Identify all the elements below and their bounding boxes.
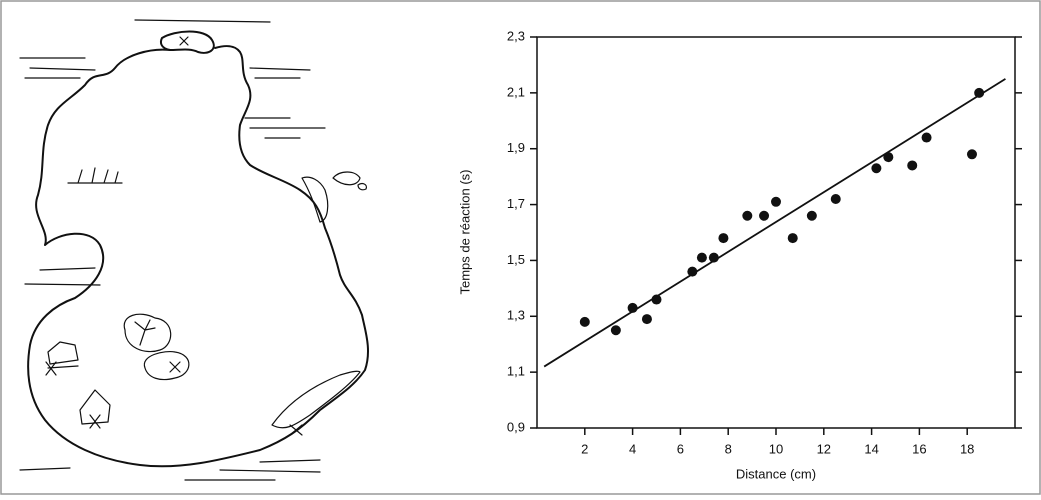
y-axis-label: Temps de réaction (s): [457, 170, 472, 295]
data-point: [718, 233, 729, 244]
trend-line: [543, 78, 1006, 368]
data-point: [687, 266, 698, 277]
data-point: [883, 152, 894, 163]
y-tick-label: 0,9: [507, 419, 525, 434]
data-point: [771, 196, 781, 207]
y-tick-label: 1,1: [507, 364, 525, 379]
data-point: [696, 252, 707, 263]
y-tick-label: 1,7: [507, 196, 525, 211]
data-point: [787, 233, 798, 244]
x-tick-label: 14: [864, 441, 878, 456]
data-point: [742, 210, 753, 221]
x-tick-label: 4: [629, 441, 636, 456]
data-point: [966, 149, 977, 160]
data-point: [921, 132, 932, 143]
data-point: [806, 210, 817, 221]
x-tick-label: 10: [769, 441, 783, 456]
y-tick-label: 2,3: [507, 28, 525, 43]
y-tick-label: 1,5: [507, 252, 525, 267]
data-point: [651, 294, 662, 305]
x-axis-label: Distance (cm): [736, 466, 816, 481]
scatter-chart: Temps de réaction (s) Distance (cm) 0,9 1…: [457, 28, 1022, 481]
y-tick-label: 2,1: [507, 84, 525, 99]
data-point: [907, 160, 918, 171]
data-point: [641, 314, 652, 325]
data-point: [579, 316, 590, 327]
data-point: [871, 163, 882, 174]
data-point: [610, 325, 621, 336]
x-tick-label: 2: [581, 441, 588, 456]
x-tick-label: 6: [677, 441, 684, 456]
data-point: [830, 193, 841, 204]
x-tick-label: 8: [725, 441, 732, 456]
data-point: [627, 302, 638, 313]
x-tick-label: 16: [912, 441, 926, 456]
data-point: [759, 210, 770, 221]
data-point: [708, 252, 719, 263]
island-map: [19, 19, 369, 481]
y-tick-label: 1,3: [507, 308, 525, 323]
x-tick-label: 12: [817, 441, 831, 456]
data-point: [974, 87, 985, 98]
x-tick-label: 18: [960, 441, 974, 456]
y-tick-label: 1,9: [507, 140, 525, 155]
